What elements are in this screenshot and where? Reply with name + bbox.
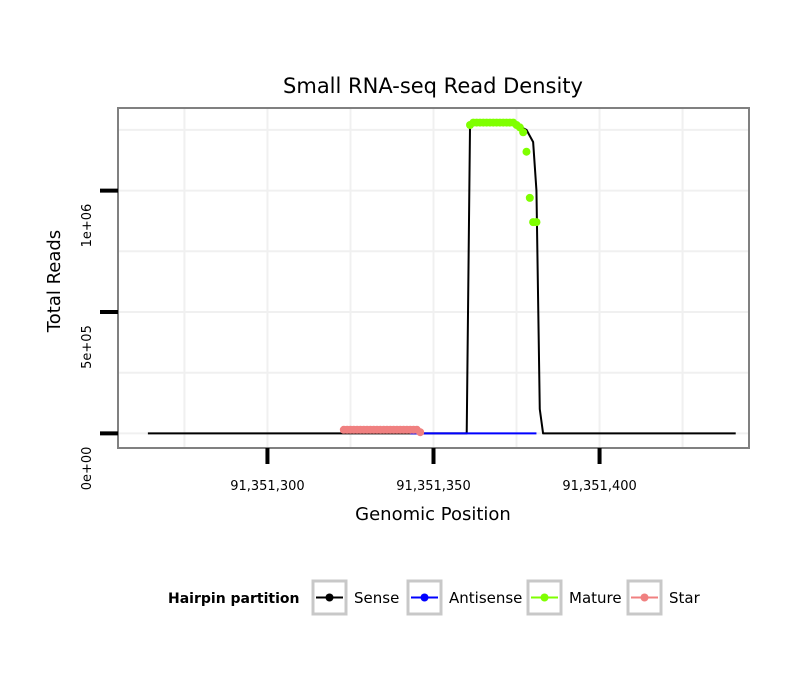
- legend: Hairpin partition Sense Antisense Mature St…: [168, 579, 701, 616]
- y-tick-label: 0e+00: [80, 447, 95, 491]
- data-point-mature: [522, 147, 531, 156]
- legend-label: Star: [669, 589, 701, 607]
- legend-label: Antisense: [449, 589, 522, 607]
- x-tick-label: 91,351,400: [562, 479, 636, 494]
- legend-label: Sense: [354, 589, 399, 607]
- legend-entries: Sense Antisense Mature Star: [311, 579, 701, 616]
- x-tick-label: 91,351,350: [396, 479, 470, 494]
- data-point-star: [416, 428, 425, 437]
- grid-lines: [118, 108, 749, 448]
- legend-key-point: [420, 593, 429, 602]
- data-point-mature: [519, 128, 528, 137]
- series-line-sense: [147, 124, 736, 435]
- legend-key-point: [325, 593, 334, 602]
- x-axis-ticks: 91,351,300 91,351,350 91,351,400: [230, 448, 637, 494]
- legend-key-point: [640, 593, 649, 602]
- data-series: [147, 118, 736, 437]
- legend-key-point: [540, 593, 549, 602]
- legend-entry-antisense: Antisense: [406, 579, 522, 616]
- y-axis-ticks: 0e+00 5e+05 1e+06: [80, 188, 118, 491]
- data-point-mature: [525, 193, 534, 202]
- y-axis-label: Total Reads: [44, 230, 65, 333]
- legend-title: Hairpin partition: [168, 591, 299, 607]
- y-tick-label: 5e+05: [80, 325, 95, 369]
- x-tick-label: 91,351,300: [230, 479, 304, 494]
- legend-entry-mature: Mature: [526, 579, 622, 616]
- legend-entry-star: Star: [626, 579, 701, 616]
- legend-entry-sense: Sense: [311, 579, 399, 616]
- chart-title: Small RNA-seq Read Density: [283, 74, 583, 98]
- y-tick-label: 1e+06: [80, 204, 95, 248]
- data-point-mature: [532, 218, 541, 227]
- legend-label: Mature: [569, 589, 622, 607]
- x-axis-label: Genomic Position: [355, 504, 511, 525]
